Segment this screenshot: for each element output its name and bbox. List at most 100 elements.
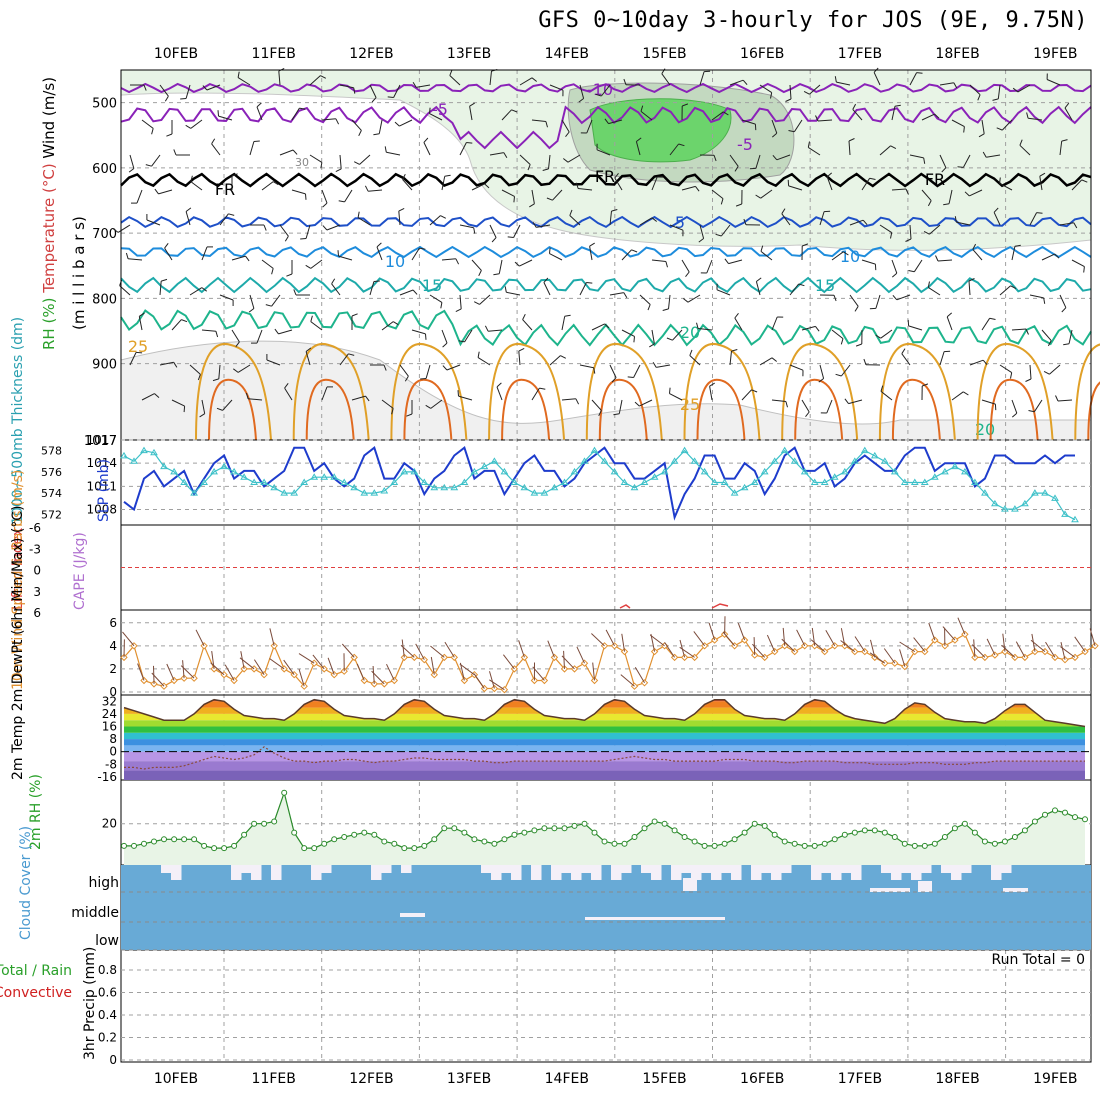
slp-tick: 1011 [86, 479, 117, 493]
wind-barb [789, 283, 799, 296]
wind-barb-tick [669, 387, 671, 394]
rh-marker [911, 842, 918, 849]
wind-barb [513, 224, 521, 238]
wind-barb-tick [715, 233, 722, 237]
date-label-bottom: 16FEB [740, 1071, 784, 1087]
wind-barb [1046, 79, 1061, 86]
wind10m-barb [781, 638, 796, 652]
wind-barb [441, 176, 446, 191]
wind-barb-tick [404, 375, 409, 382]
cloud-gap [761, 865, 772, 873]
wind-barb [536, 224, 551, 228]
wind-barb [879, 145, 891, 156]
thickness-marker [300, 478, 309, 485]
wind-barb-tick [139, 312, 145, 317]
wind-barb [477, 357, 491, 366]
wind-barb [939, 82, 954, 86]
wind-barb [506, 291, 521, 296]
thickness-marker [941, 467, 949, 475]
wind-barb [446, 364, 461, 371]
rh-marker [1021, 827, 1028, 834]
wind-barb [218, 364, 221, 379]
wind10m-barb [899, 641, 916, 653]
wind-barb-tick [999, 177, 1001, 184]
wind-barb [326, 224, 341, 231]
temp-tick: 16 [102, 719, 117, 733]
wind-barb-tick [575, 398, 580, 405]
wind-barb-tick [1073, 222, 1078, 229]
wind-barb [861, 259, 876, 265]
wind-barb [819, 211, 825, 226]
wind-barb-tick [894, 104, 901, 107]
temp-band [124, 707, 1085, 714]
wind-barb-tick [771, 357, 778, 362]
wind-barb-tick [647, 304, 651, 311]
wind-barb-tick [968, 278, 975, 282]
wind-barb [381, 399, 394, 409]
wind-barb [489, 71, 492, 86]
wind-barb-tick [532, 222, 537, 228]
wind10m-barb [444, 641, 455, 658]
wind-barb-tick [469, 102, 475, 107]
thickness-marker [930, 473, 939, 480]
wind-barb-tick [640, 105, 644, 112]
wind-barb [218, 115, 233, 121]
wind-barb [771, 399, 786, 402]
wind-barb-tick [457, 390, 459, 397]
wind-barb [789, 84, 792, 100]
wind-barb-tick [300, 238, 307, 240]
wind-barb [159, 361, 174, 366]
wind-barb [569, 215, 581, 226]
wind-barb-tick [941, 167, 947, 173]
wind-barb [621, 249, 632, 261]
wind-barb [1068, 329, 1073, 344]
wind-barb-tick [1011, 412, 1018, 418]
wind-speed-marker [891, 659, 899, 667]
rh-marker [401, 845, 408, 852]
wind-barb-tick [908, 270, 915, 273]
wind-barb [651, 329, 655, 344]
wind-barb [729, 154, 739, 167]
wind10m-barb [532, 666, 545, 681]
wind-barb [331, 283, 341, 296]
wind-barb-tick [891, 272, 898, 278]
wind-barb-tick [245, 255, 250, 262]
wind-barb-tick [231, 173, 238, 177]
rh-marker [321, 840, 328, 847]
wind-barb-tick [848, 138, 855, 142]
wind-barb [875, 294, 881, 309]
rh-marker [601, 838, 608, 845]
wind-speed-marker [861, 647, 869, 656]
wind-speed-marker [871, 653, 879, 662]
wind-barb-tick [905, 188, 909, 195]
wind-barb [939, 351, 945, 366]
date-label-top: 17FEB [838, 46, 882, 62]
wind-barb [921, 189, 932, 201]
wind-barb [471, 259, 482, 271]
wind10m-barb [459, 663, 475, 676]
wind-barb [841, 364, 851, 377]
wind-barb-tick [636, 137, 642, 142]
thickness-marker [160, 462, 168, 470]
wind-barb [429, 113, 443, 121]
wind10m-barb [928, 622, 936, 641]
rh-marker [291, 829, 298, 836]
li-tick: -3 [29, 542, 41, 556]
wind-barb [669, 143, 679, 156]
rh-marker [1072, 814, 1078, 821]
wind10m-barb [576, 646, 585, 664]
wind-barb-tick [978, 133, 985, 138]
wind-barb-tick [151, 128, 154, 135]
isotherm-label: FR [595, 167, 615, 186]
wind-barb [549, 355, 561, 366]
wind-barb [201, 399, 206, 414]
rh-marker [1062, 809, 1068, 816]
wind-barb [939, 154, 947, 168]
wind10m-barb [693, 631, 706, 647]
wind-barb-tick [982, 359, 988, 366]
wind-barb [759, 84, 772, 94]
wind-barb [913, 259, 923, 272]
rh-marker [951, 825, 958, 832]
wind-barb-tick [211, 138, 216, 145]
thickness-marker [420, 478, 429, 485]
